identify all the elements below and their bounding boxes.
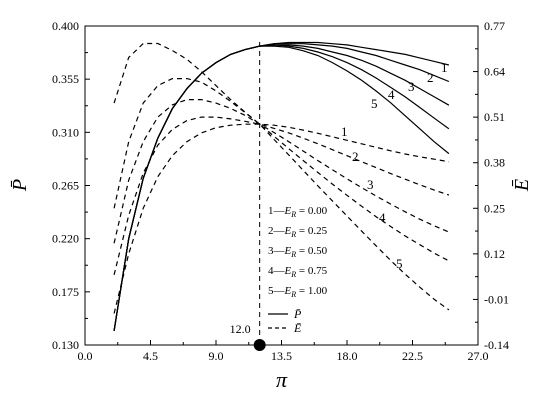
y-right-tick-label: 0.12 — [484, 247, 505, 261]
y-right-axis-label: Ē — [511, 179, 533, 192]
x-tick-label: 0.0 — [78, 349, 93, 363]
y-left-tick-label: 0.400 — [52, 19, 79, 33]
curves-layer — [113, 41, 450, 331]
p-series-label-1: 1 — [441, 60, 448, 75]
y-right-tick-label: 0.38 — [484, 156, 505, 170]
e-series-1 — [113, 123, 450, 314]
e-series-5 — [113, 42, 450, 311]
e-series-3 — [113, 99, 450, 244]
y-left-tick-label: 0.310 — [52, 125, 79, 139]
plot-frame — [84, 25, 479, 346]
y-left-tick-label: 0.355 — [52, 72, 79, 86]
legend-entry: 5—ER = 1.00 — [268, 285, 328, 299]
e-series-label-3: 3 — [367, 177, 374, 192]
y-left-tick-label: 0.220 — [52, 232, 79, 246]
e-series-label-2: 2 — [352, 149, 359, 164]
y-axis-left: 0.130 0.175 0.220 0.265 0.310 0.355 0.400 — [52, 19, 90, 352]
legend: 1—ER = 0.00 2—ER = 0.25 3—ER = 0.50 4—ER = … — [268, 205, 328, 335]
y-left-axis-label: P̄ — [9, 179, 31, 192]
x-tick-label: 27.0 — [468, 349, 489, 363]
e-series-label-1: 1 — [341, 124, 348, 139]
legend-entry: 1—ER = 0.00 — [268, 205, 328, 219]
p-series-5 — [113, 45, 450, 331]
p-series-label-4: 4 — [388, 87, 395, 102]
x-tick-label: 13.5 — [271, 349, 292, 363]
y-left-tick-label: 0.265 — [52, 179, 79, 193]
legend-p-label: P̄ — [293, 307, 302, 321]
y-right-tick-label: 0.64 — [484, 65, 505, 79]
axis-labels: πP̄ Ē — [9, 179, 533, 392]
p-series-label-5: 5 — [371, 96, 378, 111]
x-tick-label: 18.0 — [337, 349, 358, 363]
e-series-4 — [113, 78, 450, 262]
x-tick-label: 4.5 — [143, 349, 158, 363]
marker-label: 12.0 — [230, 322, 251, 336]
legend-entry: 4—ER = 0.75 — [268, 265, 328, 279]
y-left-tick-label: 0.175 — [52, 285, 79, 299]
y-right-tick-label: -0.01 — [484, 292, 509, 306]
e-series-2 — [113, 116, 450, 276]
e-series-label-5: 5 — [396, 256, 403, 271]
p-series-label-2: 2 — [427, 70, 434, 85]
legend-entry: 3—ER = 0.50 — [268, 245, 328, 259]
legend-entry: 2—ER = 0.25 — [268, 225, 328, 239]
x-tick-label: 22.5 — [402, 349, 423, 363]
x-tick-label: 9.0 — [209, 349, 224, 363]
p-series-label-3: 3 — [408, 79, 415, 94]
y-right-tick-label: -0.14 — [484, 338, 509, 352]
y-axis-right: -0.14 -0.01 0.12 0.25 0.38 0.51 0.64 0.77 — [473, 19, 509, 352]
x-axis-label: π — [276, 367, 288, 392]
y-right-tick-label: 0.77 — [484, 19, 505, 33]
y-right-tick-label: 0.25 — [484, 201, 505, 215]
e-series-label-4: 4 — [379, 210, 386, 225]
x-axis: 0.0 4.5 9.0 13.5 18.0 22.5 27.0 — [78, 340, 489, 363]
legend-e-label: Ē — [293, 321, 302, 335]
y-right-tick-label: 0.51 — [484, 110, 505, 124]
y-left-tick-label: 0.130 — [52, 338, 79, 352]
marker-layer: 12.0 — [230, 42, 266, 351]
